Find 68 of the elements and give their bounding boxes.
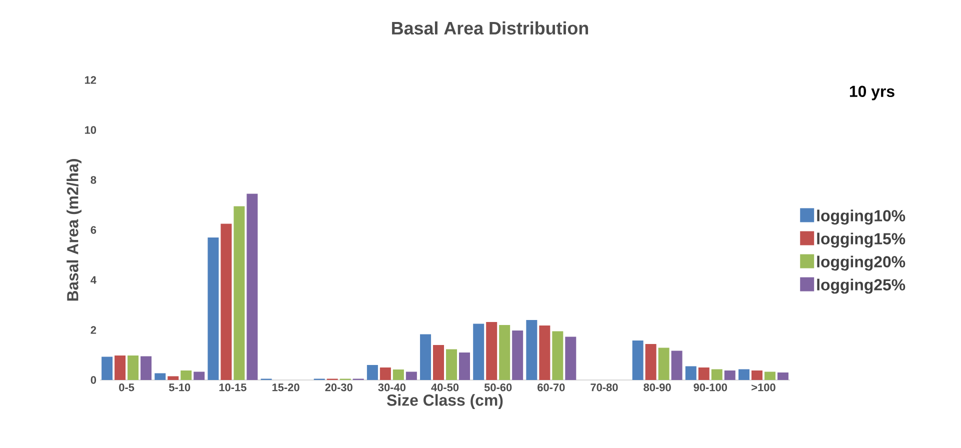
- bar: [711, 369, 722, 380]
- legend-label: logging25%: [817, 278, 906, 294]
- x-tick-label: 50-60: [484, 384, 512, 392]
- bar: [698, 367, 710, 380]
- bar: [380, 367, 391, 380]
- bar: [366, 364, 378, 380]
- x-tick-label: 15-20: [272, 384, 300, 392]
- bar: [539, 325, 550, 380]
- legend-label: logging20%: [817, 256, 906, 271]
- bar: [168, 376, 179, 380]
- bar: [486, 322, 498, 380]
- bar: [526, 320, 538, 380]
- bar: [194, 372, 205, 380]
- bar: [473, 324, 484, 380]
- bar: [499, 324, 510, 380]
- y-tick-label: 10: [84, 126, 96, 134]
- bar: [154, 373, 166, 380]
- x-axis-title: Size Class (cm): [386, 394, 503, 409]
- x-tick-label: 90-100: [694, 384, 727, 392]
- bar: [140, 356, 152, 380]
- bar: [777, 372, 788, 380]
- bar: [751, 370, 762, 380]
- x-tick-label: 80-90: [644, 384, 671, 392]
- x-tick-label: >100: [752, 384, 776, 392]
- bar: [458, 352, 470, 380]
- bar: [512, 330, 524, 380]
- bar: [234, 206, 245, 380]
- bar: [565, 336, 576, 380]
- y-tick-label: 4: [90, 276, 96, 284]
- y-tick-label: 2: [90, 326, 96, 334]
- y-tick-label: 6: [90, 226, 96, 234]
- bar: [220, 224, 232, 380]
- legend-label: logging10%: [817, 210, 906, 225]
- y-axis-title: Basal Area (m2/ha): [66, 159, 82, 301]
- bar: [392, 369, 404, 380]
- bar: [724, 370, 736, 380]
- bar: [433, 344, 444, 380]
- x-tick-label: 70-80: [590, 384, 618, 392]
- bar: [102, 356, 113, 380]
- y-tick-label: 0: [90, 376, 96, 384]
- bar: [420, 334, 432, 380]
- bar: [114, 355, 126, 380]
- bar: [180, 370, 192, 380]
- x-tick-label: 30-40: [378, 384, 406, 392]
- bar: [658, 348, 670, 380]
- x-tick-label: 40-50: [431, 384, 459, 392]
- bar: [406, 372, 417, 380]
- bar: [685, 366, 696, 380]
- bar: [764, 372, 776, 380]
- x-tick-label: 10-15: [219, 384, 246, 392]
- y-tick-label: 8: [90, 176, 96, 184]
- x-tick-label: 5-10: [169, 384, 190, 392]
- x-tick-label: 60-70: [538, 384, 565, 392]
- bar: [645, 344, 656, 380]
- y-tick-label: 12: [84, 76, 96, 84]
- bar: [671, 350, 682, 380]
- text: 10 yrs: [850, 86, 894, 100]
- bar: [738, 369, 750, 380]
- bar: [208, 237, 219, 380]
- bar: [128, 355, 139, 380]
- legend-label: logging15%: [817, 232, 906, 248]
- bar: [632, 340, 644, 380]
- x-tick-label: 20-30: [325, 384, 352, 392]
- chart-title: Basal Area Distribution: [392, 21, 588, 35]
- bar: [446, 349, 458, 380]
- x-tick-label: 0-5: [119, 384, 134, 392]
- bar: [246, 194, 258, 380]
- bar: [552, 331, 564, 380]
